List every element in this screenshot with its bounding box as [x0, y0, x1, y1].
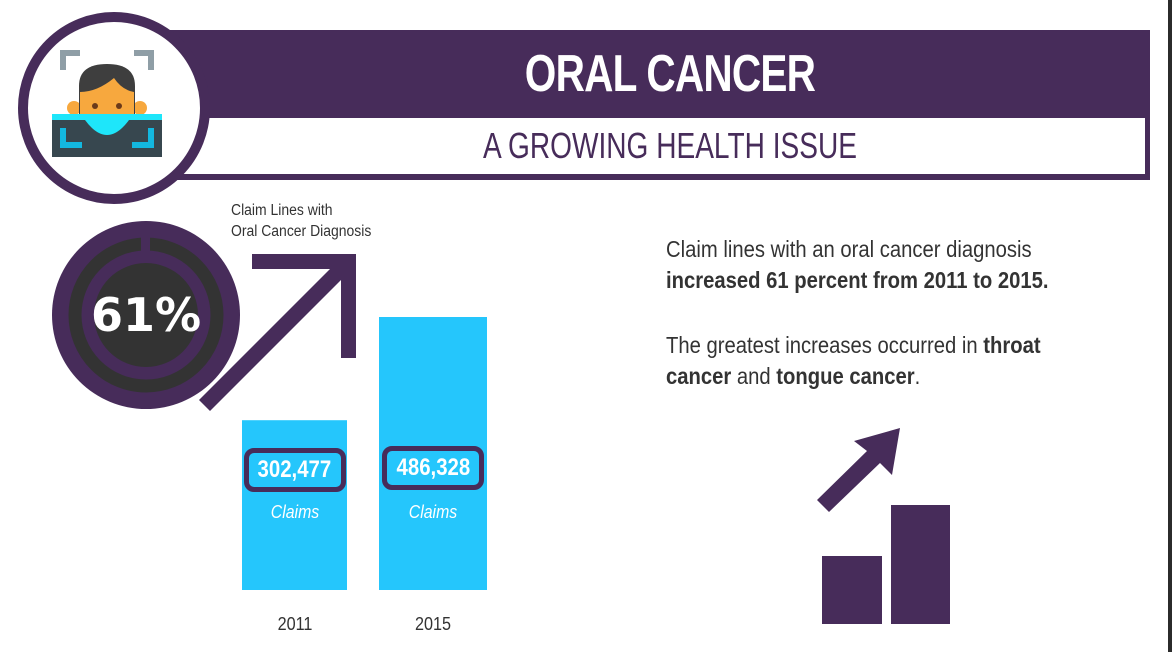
- bar-value-text: 302,477: [257, 456, 332, 483]
- chart-caption: Claim Lines with Oral Cancer Diagnosis: [231, 200, 371, 242]
- summary-text-and: and: [731, 363, 777, 389]
- page-subtitle: A GROWING HEALTH ISSUE: [483, 125, 857, 166]
- subtitle-box: [175, 118, 1145, 174]
- x-tick-label: 2015: [414, 614, 452, 634]
- bar-unit-label: Claims: [270, 502, 319, 522]
- summary-highlight-1: increased 61 percent from 2011 to 2015.: [666, 267, 1049, 293]
- donut-center: [94, 263, 198, 367]
- summary-text-2a: The greatest increases occurred in: [666, 332, 984, 358]
- caption-line-2: Oral Cancer Diagnosis: [231, 223, 372, 240]
- x-tick-label: 2011: [277, 614, 312, 634]
- summary-paragraph-1: Claim lines with an oral cancer diagnosi…: [666, 234, 1049, 296]
- bar-value-label: 302,477: [243, 448, 346, 492]
- summary-highlight-tongue: tongue cancer: [776, 363, 915, 389]
- bar-value-text: 486,328: [396, 454, 470, 481]
- right-border: [1168, 0, 1172, 652]
- caption-line-1: Claim Lines with: [231, 202, 333, 219]
- logo-circle: [18, 12, 210, 204]
- summary-line-1: Claim lines with an oral cancer diagnosi…: [666, 236, 1032, 262]
- bar-value-label: 486,328: [382, 446, 484, 490]
- summary-highlight-cancer: cancer: [666, 363, 732, 389]
- summary-period: .: [914, 363, 921, 389]
- percent-label: 61%: [90, 288, 202, 342]
- face-scan-icon: [52, 50, 162, 157]
- donut-gap: [141, 237, 150, 253]
- growth-chart-icon: [817, 428, 950, 624]
- summary-highlight-throat: throat: [983, 332, 1041, 358]
- page-title: ORAL CANCER: [524, 45, 816, 103]
- summary-paragraph-2: The greatest increases occurred in throa…: [666, 330, 1041, 392]
- trend-up-arrow-icon: [199, 254, 356, 411]
- bar-unit-label: Claims: [408, 502, 458, 522]
- percent-donut: [52, 221, 240, 409]
